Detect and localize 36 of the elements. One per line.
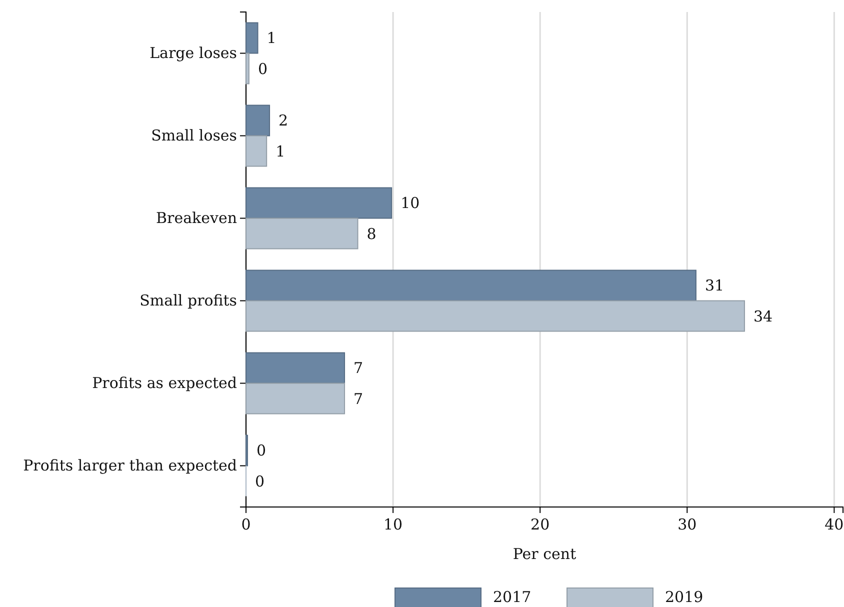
y-tick-label: Breakeven [156,209,238,228]
y-tick-label: Small loses [151,126,237,145]
data-label: 34 [753,307,773,326]
data-label: 2 [278,112,288,130]
text: 2019 [665,588,704,606]
bar [246,187,392,219]
bar [246,104,270,136]
data-label: 0 [255,472,265,490]
data-label: 7 [354,390,364,408]
data-label: 8 [366,224,376,243]
data-label: 1 [276,142,286,160]
x-tick-label: 20 [530,516,550,534]
bar [246,382,346,414]
data-label: 0 [258,60,268,78]
bar [246,352,346,384]
y-tick-label: Small profits [140,292,237,310]
y-tick-label: Large loses [150,44,237,62]
bar [246,270,696,302]
data-label: 1 [266,29,276,48]
data-label: 31 [704,276,724,295]
data-label: 0 [256,442,266,460]
text: 2017 [493,588,532,606]
x-tick-label: 10 [383,516,403,534]
bar [246,135,268,167]
y-tick-label: Profits larger than expected [23,456,238,475]
data-label: 10 [400,194,420,212]
bar [246,52,250,84]
bar [246,218,358,250]
data-label: 7 [354,359,364,378]
x-tick-label: 40 [824,516,844,534]
x-axis-title: Per cent [512,545,576,563]
bar [246,300,745,332]
bar [246,22,258,54]
x-tick-label: 30 [678,516,697,534]
x-tick-label: 0 [241,516,251,534]
y-tick-label: Profits as expected [92,374,238,392]
